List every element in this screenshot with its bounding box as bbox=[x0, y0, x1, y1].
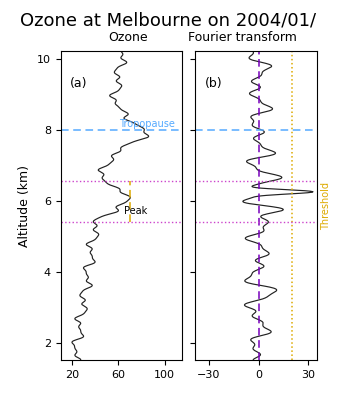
Text: Threshold: Threshold bbox=[321, 182, 332, 230]
Text: Ozone at Melbourne on 2004/01/: Ozone at Melbourne on 2004/01/ bbox=[21, 12, 316, 30]
Text: Ozone: Ozone bbox=[108, 30, 148, 44]
Text: Peak: Peak bbox=[124, 206, 147, 216]
Text: Fourier transform: Fourier transform bbox=[188, 30, 297, 44]
Text: Tropopause: Tropopause bbox=[119, 119, 175, 129]
Text: (b): (b) bbox=[205, 77, 223, 90]
Text: (a): (a) bbox=[70, 77, 88, 90]
Y-axis label: Altitude (km): Altitude (km) bbox=[19, 165, 31, 247]
